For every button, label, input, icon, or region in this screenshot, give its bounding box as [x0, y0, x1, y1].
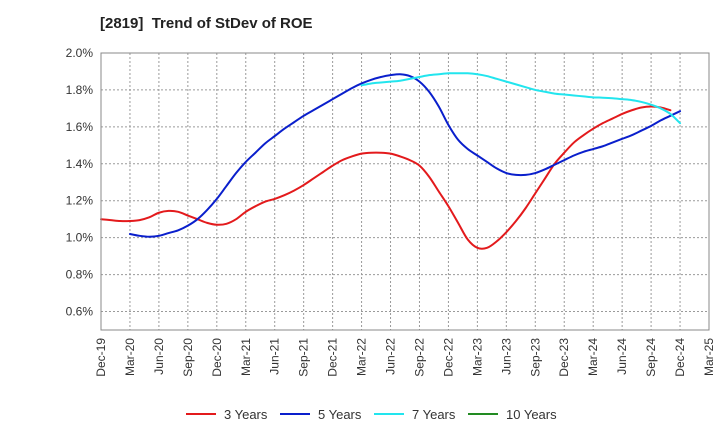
x-tick-label: Sep-21	[297, 338, 311, 377]
x-axis-ticks: Dec-19 Mar-20 Jun-20 Sep-20 Dec-20 Mar-21 Jun-…	[94, 338, 716, 377]
x-tick-label: Dec-23	[557, 338, 571, 377]
legend-label: 3 Years	[224, 407, 268, 422]
y-tick-label: 1.0%	[66, 231, 94, 245]
x-tick-label: Dec-21	[326, 338, 340, 377]
legend-label: 7 Years	[412, 407, 456, 422]
x-tick-label: Dec-24	[673, 338, 687, 377]
x-tick-label: Jun-21	[268, 338, 282, 375]
x-tick-label: Sep-22	[412, 338, 426, 377]
y-tick-label: 1.6%	[66, 120, 94, 134]
x-tick-label: Mar-23	[470, 338, 484, 376]
x-tick-label: Sep-24	[644, 338, 658, 377]
legend-item-3-years: 3 Years	[186, 407, 268, 422]
series-line-7-years	[360, 72, 682, 125]
y-tick-label: 0.6%	[66, 305, 94, 319]
y-tick-label: 1.8%	[66, 83, 94, 97]
x-tick-label: Jun-24	[615, 338, 629, 375]
grid-layer	[100, 52, 710, 330]
legend-item-5-years: 5 Years	[280, 407, 362, 422]
x-tick-label: Mar-21	[239, 338, 253, 376]
x-tick-label: Sep-20	[181, 338, 195, 377]
x-tick-label: Dec-19	[94, 338, 108, 377]
legend-item-10-years: 10 Years	[468, 407, 557, 422]
y-tick-label: 1.2%	[66, 194, 94, 208]
legend-label: 5 Years	[318, 407, 362, 422]
x-tick-label: Dec-22	[441, 338, 455, 377]
legend-label: 10 Years	[506, 407, 557, 422]
legend: 3 Years 5 Years 7 Years 10 Years	[186, 407, 557, 422]
series-layer	[100, 72, 682, 250]
y-axis-ticks: 0.6% 0.8% 1.0% 1.2% 1.4% 1.6% 1.8% 2.0%	[66, 46, 94, 319]
series-line-5-years	[128, 73, 682, 238]
y-tick-label: 0.8%	[66, 268, 94, 282]
y-tick-label: 2.0%	[66, 46, 94, 60]
x-tick-label: Mar-25	[702, 338, 716, 376]
x-tick-label: Jun-20	[152, 338, 166, 375]
plot-frame	[100, 52, 710, 331]
x-tick-label: Sep-23	[528, 338, 542, 377]
x-tick-label: Dec-20	[210, 338, 224, 377]
x-tick-label: Mar-24	[586, 338, 600, 376]
chart-title: [2819] Trend of StDev of ROE	[100, 15, 313, 32]
y-tick-label: 1.4%	[66, 157, 94, 171]
x-tick-label: Mar-22	[355, 338, 369, 376]
x-tick-label: Jun-23	[499, 338, 513, 375]
x-tick-label: Jun-22	[384, 338, 398, 375]
legend-item-7-years: 7 Years	[374, 407, 456, 422]
x-tick-label: Mar-20	[123, 338, 137, 376]
